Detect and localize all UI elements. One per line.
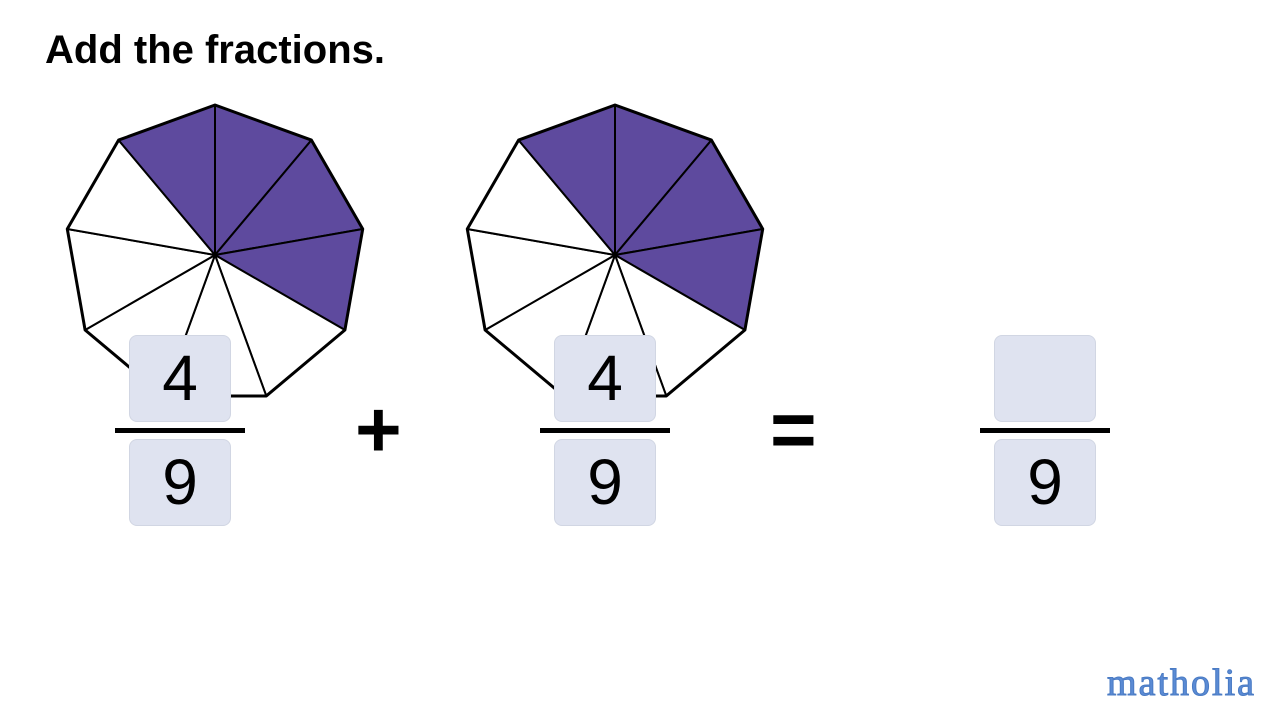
fraction-result-numerator[interactable] [994, 335, 1096, 422]
fraction-result-denominator: 9 [994, 439, 1096, 526]
fraction-2-numerator: 4 [554, 335, 656, 422]
fraction-result: 9 [980, 335, 1110, 526]
fraction-1-numerator: 4 [129, 335, 231, 422]
fraction-1-denominator: 9 [129, 439, 231, 526]
fraction-2-denominator: 9 [554, 439, 656, 526]
matholia-logo: matholia [1107, 661, 1256, 705]
equals-operator: = [770, 384, 817, 476]
instruction-title: Add the fractions. [45, 28, 385, 73]
fraction-2: 4 9 [540, 335, 670, 526]
fraction-result-bar [980, 428, 1110, 433]
fraction-1: 4 9 [115, 335, 245, 526]
fraction-1-bar [115, 428, 245, 433]
fraction-2-bar [540, 428, 670, 433]
plus-operator: + [355, 384, 402, 476]
